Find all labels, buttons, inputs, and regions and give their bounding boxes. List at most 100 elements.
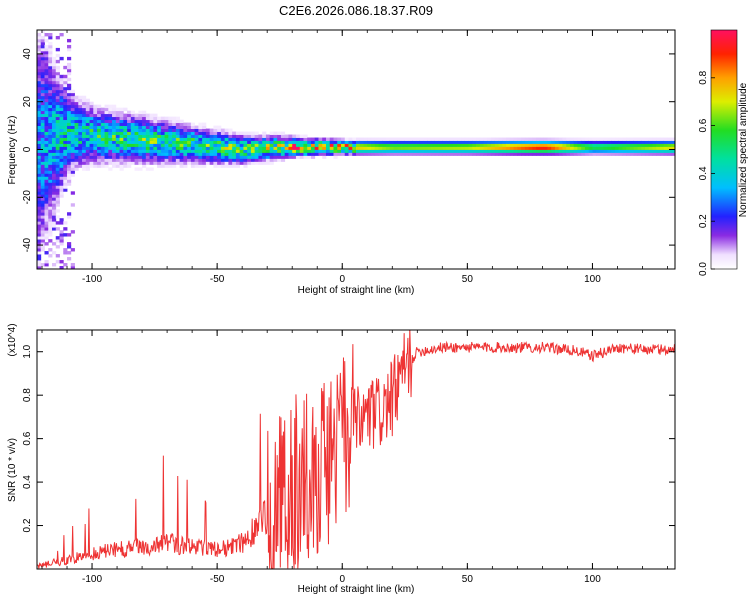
- spectrogram-cell: [44, 119, 49, 124]
- spectrogram-cell: [532, 143, 537, 147]
- spectrogram-cell: [100, 110, 105, 115]
- spectrogram-cell: [89, 134, 94, 138]
- spectrogram-cell: [59, 104, 64, 109]
- spectrogram-cell: [168, 164, 173, 168]
- spectrogram-cell: [314, 140, 319, 144]
- spectrogram-cell: [573, 149, 578, 153]
- spectrogram-cell: [404, 143, 409, 147]
- spectrogram-cell: [648, 146, 653, 150]
- spectrogram-cell: [348, 143, 353, 147]
- spectrogram-cell: [554, 137, 560, 141]
- spectrogram-cell: [190, 158, 196, 162]
- spectrogram-cell: [123, 122, 128, 126]
- spectrogram-cell: [145, 152, 150, 156]
- spectrogram-cell: [179, 137, 184, 141]
- spectrogram-cell: [40, 227, 45, 231]
- spectrogram-cell: [310, 146, 316, 150]
- spectrogram-cell: [93, 110, 98, 115]
- spectrogram-cell: [37, 116, 42, 121]
- spectrogram-cell: [232, 137, 237, 141]
- spectrogram-cell: [78, 107, 83, 112]
- spectrogram-cell: [44, 56, 49, 61]
- spectrogram-cell: [119, 131, 124, 135]
- spectrogram-cell: [479, 152, 484, 156]
- spectrogram-cell: [273, 137, 278, 141]
- spectrogram-cell: [277, 155, 282, 159]
- spectrogram-cell: [329, 143, 334, 147]
- spectrogram-cell: [93, 158, 98, 162]
- spectrogram-cell: [59, 98, 64, 103]
- spectrogram-cell: [164, 149, 169, 153]
- spectrogram-cell: [419, 152, 424, 156]
- spectrogram-cell: [44, 161, 49, 165]
- spectrogram-cell: [138, 152, 143, 156]
- spectrogram-cell: [85, 116, 90, 121]
- spectrogram-cell: [431, 149, 436, 153]
- spectrogram-cell: [67, 137, 72, 141]
- spectrogram-cell: [179, 149, 184, 153]
- spectrogram-cell: [52, 227, 57, 231]
- spectrogram-cell: [70, 170, 75, 174]
- spectrogram-cell: [108, 131, 113, 135]
- spectrogram-cell: [70, 161, 75, 165]
- spectrogram-cell: [232, 140, 237, 144]
- spectrogram-cell: [44, 197, 49, 201]
- spectrogram-cell: [449, 149, 454, 153]
- spectrogram-cell: [363, 143, 368, 147]
- spectrogram-cell: [40, 152, 45, 156]
- spectrogram-cell: [292, 152, 297, 156]
- spectrogram-cell: [164, 116, 169, 121]
- spectrogram-cell: [584, 143, 590, 147]
- spectrogram-cell: [232, 161, 237, 165]
- spectrogram-cell: [108, 110, 113, 115]
- colorbar-tick-label: 0.4: [698, 166, 709, 180]
- spectrogram-cell: [554, 149, 560, 153]
- spectrogram-cell: [104, 107, 109, 112]
- spectrogram-cell: [220, 164, 226, 168]
- y-tick-label: 40: [22, 48, 33, 60]
- spectrogram-cell: [78, 149, 83, 153]
- spectrogram-cell: [63, 104, 68, 109]
- spectrogram-cell: [67, 167, 72, 171]
- spectrogram-cell: [145, 134, 150, 138]
- spectrogram-cell: [37, 179, 42, 183]
- spectrogram-cell: [157, 119, 162, 124]
- spectrogram-cell: [85, 167, 90, 171]
- spectrogram-cell: [55, 161, 60, 165]
- spectrogram-cell: [310, 149, 316, 153]
- spectrogram-cell: [40, 161, 45, 165]
- spectrogram-cell: [37, 62, 42, 67]
- spectrogram-cell: [329, 149, 334, 153]
- spectrogram-cell: [656, 149, 661, 153]
- spectrogram-cell: [115, 131, 120, 135]
- spectrogram-cell: [228, 128, 233, 132]
- spectrogram-cell: [457, 146, 462, 150]
- spectrogram-cell: [648, 140, 653, 144]
- spectrogram-cell: [100, 119, 105, 124]
- spectrogram-cell: [55, 59, 60, 64]
- spectrogram-cell: [40, 104, 45, 109]
- spectrogram-cell: [472, 149, 477, 153]
- spectrogram-cell: [202, 149, 207, 153]
- spectrogram-cell: [37, 65, 42, 70]
- spectrogram-cell: [453, 146, 458, 150]
- spectrogram-cell: [472, 137, 477, 141]
- spectrogram-cell: [130, 131, 135, 135]
- spectrogram-cell: [44, 80, 49, 85]
- spectrogram-cell: [592, 149, 597, 153]
- spectrogram-cell: [67, 110, 72, 115]
- spectrogram-cell: [142, 131, 147, 135]
- spectrogram-cell: [37, 236, 42, 240]
- spectrogram-cell: [44, 242, 49, 246]
- spectrogram-cell: [40, 47, 45, 52]
- spectrogram-cell: [37, 164, 42, 168]
- spectrogram-cell: [513, 140, 518, 144]
- spectrogram-cell: [104, 149, 109, 153]
- spectrogram-cell: [220, 140, 226, 144]
- spectrogram-cell: [40, 143, 45, 147]
- spectrogram-cell: [577, 143, 582, 147]
- spectrogram-cell: [78, 104, 83, 109]
- spectrogram-cell: [100, 125, 105, 129]
- spectrogram-cell: [168, 131, 173, 135]
- spectrogram-cell: [626, 140, 631, 144]
